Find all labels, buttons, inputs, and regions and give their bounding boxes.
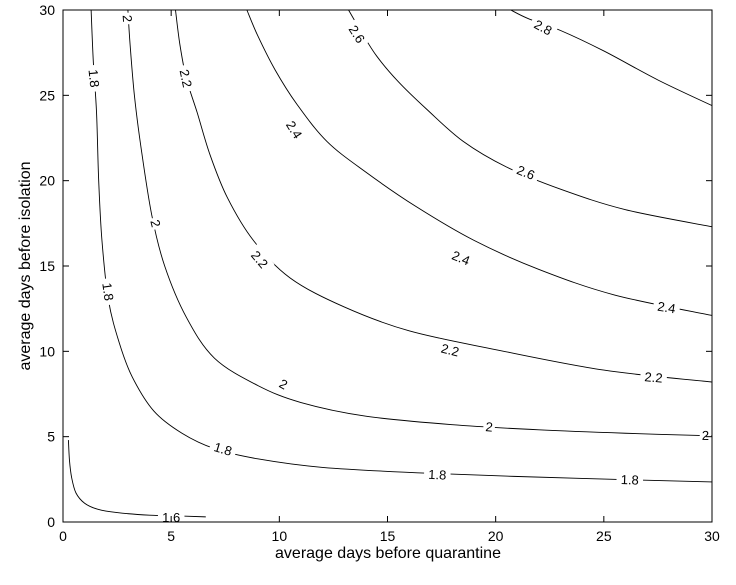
contour-line-2-8 xyxy=(510,9,713,106)
plot-frame xyxy=(62,9,713,523)
contour-label-2-2: 2.2 xyxy=(639,367,668,387)
y-tick-label: 30 xyxy=(39,2,55,18)
contour-label-2: 2 xyxy=(274,374,293,394)
contour-label-text: 1.8 xyxy=(85,69,102,89)
contour-label-text: 2 xyxy=(120,14,135,22)
contour-label-text: 2.2 xyxy=(644,369,663,386)
contour-label-text: 2.8 xyxy=(532,17,555,39)
contour-label-text: 1.8 xyxy=(99,282,116,302)
contour-label-background xyxy=(510,159,542,185)
contour-label-2: 2 xyxy=(482,417,496,435)
x-tick-label: 0 xyxy=(59,528,67,544)
contour-label-2-6: 2.6 xyxy=(343,18,372,50)
contour-label-2-2: 2.2 xyxy=(435,338,465,361)
contour-label-background xyxy=(435,338,465,361)
x-tick-label: 5 xyxy=(167,528,175,544)
contour-label-2-8: 2.8 xyxy=(527,13,559,41)
contour-label-1-8: 1.8 xyxy=(85,64,104,93)
contour-label-text: 2.2 xyxy=(177,68,195,89)
x-tick-label: 15 xyxy=(380,528,396,544)
contour-label-background xyxy=(616,470,644,488)
contour-label-text: 2.6 xyxy=(515,162,537,183)
contour-label-2-2: 2.2 xyxy=(245,243,275,275)
x-tick-label: 25 xyxy=(596,528,612,544)
contour-label-background xyxy=(85,64,104,93)
y-tick-label: 5 xyxy=(47,429,55,445)
contour-label-background xyxy=(639,367,668,387)
y-axis-label: average days before isolation xyxy=(17,161,34,370)
contour-label-text: 2 xyxy=(485,419,494,435)
contour-label-background xyxy=(423,465,451,483)
contour-line-2-6 xyxy=(348,9,713,228)
contour-label-background xyxy=(445,245,477,270)
contour-label-2-4: 2.4 xyxy=(280,114,309,145)
y-tick-label: 0 xyxy=(47,514,55,530)
y-tick-label: 20 xyxy=(39,173,55,189)
y-tick-label: 25 xyxy=(39,87,55,103)
y-tick-label: 15 xyxy=(39,258,55,274)
x-axis-label: average days before quarantine xyxy=(275,545,501,562)
contour-label-text: 1.8 xyxy=(620,472,639,488)
contour-labels: 1.61.81.81.81.8 1.8222222.22.22.22.22.42.… xyxy=(85,12,712,525)
contour-label-background xyxy=(274,374,293,394)
contour-label-text: 2.4 xyxy=(656,299,676,317)
contour-label-2: 2 xyxy=(119,12,137,25)
contour-line-2-4 xyxy=(246,9,713,316)
x-tick-label: 30 xyxy=(704,528,720,544)
contour-label-2: 2 xyxy=(146,215,166,231)
x-tick-label: 10 xyxy=(272,528,288,544)
contour-label-1-8: 1.8 xyxy=(208,437,239,461)
contour-label-1-8: 1.8 xyxy=(616,470,644,488)
contour-label-background xyxy=(175,63,197,93)
contour-line-1-6 xyxy=(67,440,206,518)
x-tick-label: 20 xyxy=(488,528,504,544)
contour-label-2: 2 xyxy=(699,426,712,444)
x-ticks: 0 5 10 15 20 25 30 xyxy=(59,10,720,544)
contour-label-background xyxy=(527,13,559,41)
contour-label-background xyxy=(699,426,712,444)
contour-label-background xyxy=(482,417,496,435)
contour-label-background xyxy=(245,243,275,275)
contour-label-2-4: 2.4 xyxy=(652,297,681,317)
contour-label-text: 2.2 xyxy=(439,341,460,360)
contour-line-2 xyxy=(127,9,713,437)
contour-label-background xyxy=(343,18,372,50)
contour-label-background xyxy=(208,437,239,461)
contour-label-1-8: 1.8 xyxy=(423,465,451,483)
contour-label-2-2: 2.2 xyxy=(175,63,197,93)
contour-label-text: 2 xyxy=(702,428,709,443)
contour-label-background xyxy=(280,114,309,145)
contour-label-text: 1.8 xyxy=(428,467,447,483)
contour-label-2-6: 2.6 xyxy=(510,159,542,185)
contour-label-background xyxy=(98,277,119,306)
contour-label-background xyxy=(146,215,166,231)
contour-label-text: 1.8 xyxy=(212,439,234,459)
contour-label-2-4: 2.4 xyxy=(445,245,477,270)
contour-lines xyxy=(67,9,713,518)
contour-label-1-8: 1.8 xyxy=(98,277,119,306)
y-ticks: 0 5 10 15 20 25 30 xyxy=(39,2,712,530)
contour-label-background xyxy=(119,12,137,25)
contour-label-background xyxy=(652,297,681,317)
contour-label-text: 2 xyxy=(147,218,163,229)
y-tick-label: 10 xyxy=(39,343,55,359)
contour-label-text: 2.4 xyxy=(450,248,472,269)
